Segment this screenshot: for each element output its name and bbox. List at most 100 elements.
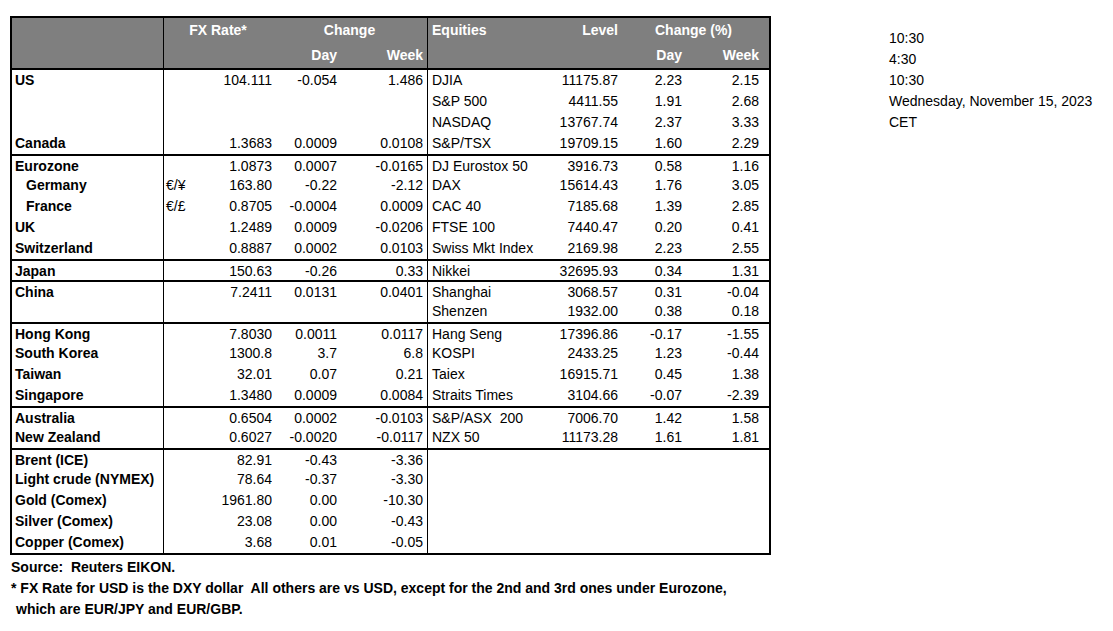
fx-rate-value: 1.3480 — [187, 385, 272, 406]
equity-index-label: NASDAQ — [427, 112, 542, 133]
equity-index-label: Hang Seng — [427, 324, 542, 343]
currency-pair-label — [164, 364, 187, 385]
equity-level-value: 11173.28 — [542, 427, 622, 448]
fx-rate-value: 163.80 — [187, 175, 272, 196]
currency-pair-label — [164, 133, 187, 154]
fx-rate-value: 32.01 — [187, 364, 272, 385]
equity-change-week-value: 1.16 — [692, 156, 765, 175]
equity-change-day-value — [622, 511, 692, 532]
fx-change-week-value: 0.21 — [347, 364, 427, 385]
fx-change-week-value: -0.05 — [347, 532, 427, 553]
fx-rate-value: 1961.80 — [187, 490, 272, 511]
market-report-page: FX Rate* Change Equities Level Change (%… — [0, 0, 1113, 631]
timestamp-line: 10:30 — [889, 70, 1092, 91]
region-label: Eurozone — [12, 156, 164, 175]
fx-rate-footnote: * FX Rate for USD is the DXY dollar All … — [11, 578, 727, 599]
equity-change-day-value: -0.17 — [622, 324, 692, 343]
equity-index-label: Taiex — [427, 364, 542, 385]
fx-change-week-value: -0.0165 — [347, 156, 427, 175]
table-row: Gold (Comex) 1961.80 0.00 -10.30 — [12, 490, 769, 511]
table-row: Hong Kong 7.8030 0.0011 0.0117 Hang Seng… — [12, 322, 769, 343]
equity-change-week-value: 1.31 — [692, 261, 765, 280]
table-row: China 7.2411 0.0131 0.0401 Shanghai 3068… — [12, 280, 769, 301]
table-row: Germany €/¥ 163.80 -0.22 -2.12 DAX 15614… — [12, 175, 769, 196]
equity-change-week-value: 1.38 — [692, 364, 765, 385]
equity-change-day-value — [622, 469, 692, 490]
table-row: Shenzen 1932.00 0.38 0.18 — [12, 301, 769, 322]
equity-change-week-value: 1.81 — [692, 427, 765, 448]
timestamp-line: 10:30 — [889, 28, 1092, 49]
footnotes: Source: Reuters EIKON. * FX Rate for USD… — [11, 557, 727, 620]
fx-rate-value: 7.2411 — [187, 282, 272, 301]
fx-change-day-value: 0.0009 — [272, 133, 347, 154]
equity-index-label: Shanghai — [427, 282, 542, 301]
currency-pair-label — [164, 156, 187, 175]
table-row: Canada 1.3683 0.0009 0.0108 S&P/TSX 1970… — [12, 133, 769, 154]
equity-index-label: S&P/ASX 200 — [427, 408, 542, 427]
equity-change-day-value: 1.60 — [622, 133, 692, 154]
timezone-label: CET — [889, 112, 1092, 133]
fx-change-week-value: 0.0009 — [347, 196, 427, 217]
header-fx-week: Week — [347, 43, 427, 68]
timestamp-block: 10:30 4:30 10:30 Wednesday, November 15,… — [889, 28, 1092, 133]
region-label: Canada — [12, 133, 164, 154]
region-label — [12, 91, 164, 112]
region-label — [12, 301, 164, 322]
equity-index-label — [427, 450, 542, 469]
region-label: Hong Kong — [12, 324, 164, 343]
equity-index-label: S&P 500 — [427, 91, 542, 112]
fx-change-week-value: 0.0103 — [347, 238, 427, 259]
equity-level-value — [542, 532, 622, 553]
equity-index-label — [427, 490, 542, 511]
equity-index-label — [427, 532, 542, 553]
fx-rate-value: 1.2489 — [187, 217, 272, 238]
region-label: Switzerland — [12, 238, 164, 259]
header-level: Level — [542, 18, 622, 43]
currency-pair-label — [164, 282, 187, 301]
equity-level-value: 3104.66 — [542, 385, 622, 406]
fx-rate-value: 7.8030 — [187, 324, 272, 343]
equity-index-label: Shenzen — [427, 301, 542, 322]
equity-level-value: 19709.15 — [542, 133, 622, 154]
fx-change-day-value: 0.0131 — [272, 282, 347, 301]
fx-change-week-value: 0.0084 — [347, 385, 427, 406]
equity-change-day-value: 2.37 — [622, 112, 692, 133]
equity-change-week-value: 2.55 — [692, 238, 765, 259]
equity-change-week-value: 0.18 — [692, 301, 765, 322]
fx-change-day-value: 0.0002 — [272, 238, 347, 259]
fx-change-day-value — [272, 112, 347, 133]
equity-change-day-value: 0.20 — [622, 217, 692, 238]
region-label: Silver (Comex) — [12, 511, 164, 532]
equity-level-value: 15614.43 — [542, 175, 622, 196]
fx-change-week-value: -0.43 — [347, 511, 427, 532]
currency-pair-label — [164, 112, 187, 133]
header-row-top: FX Rate* Change Equities Level Change (%… — [12, 18, 769, 43]
fx-change-day-value: 0.0009 — [272, 385, 347, 406]
fx-change-day-value: -0.0020 — [272, 427, 347, 448]
equity-level-value: 1932.00 — [542, 301, 622, 322]
fx-change-week-value: -0.0103 — [347, 408, 427, 427]
fx-change-week-value: -2.12 — [347, 175, 427, 196]
table-row: UK 1.2489 0.0009 -0.0206 FTSE 100 7440.4… — [12, 217, 769, 238]
equity-change-week-value: -1.55 — [692, 324, 765, 343]
equity-change-week-value: -2.39 — [692, 385, 765, 406]
fx-change-day-value: 0.00 — [272, 511, 347, 532]
fx-change-day-value — [272, 91, 347, 112]
fx-rate-value: 23.08 — [187, 511, 272, 532]
header-fx-rate: FX Rate* — [164, 18, 272, 43]
header-region-blank — [12, 18, 164, 43]
equity-change-week-value — [692, 532, 765, 553]
fx-change-week-value — [347, 301, 427, 322]
table-row: New Zealand 0.6027 -0.0020 -0.0117 NZX 5… — [12, 427, 769, 448]
fx-rate-value: 150.63 — [187, 261, 272, 280]
table-row: US 104.111 -0.054 1.486 DJIA 11175.87 2.… — [12, 70, 769, 91]
currency-pair-label — [164, 427, 187, 448]
equity-level-value: 32695.93 — [542, 261, 622, 280]
equity-level-value: 11175.87 — [542, 70, 622, 91]
equity-index-label: DJIA — [427, 70, 542, 91]
fx-change-day-value — [272, 301, 347, 322]
fx-change-week-value: -0.0206 — [347, 217, 427, 238]
fx-change-week-value: -3.30 — [347, 469, 427, 490]
currency-pair-label — [164, 91, 187, 112]
equity-level-value: 13767.74 — [542, 112, 622, 133]
